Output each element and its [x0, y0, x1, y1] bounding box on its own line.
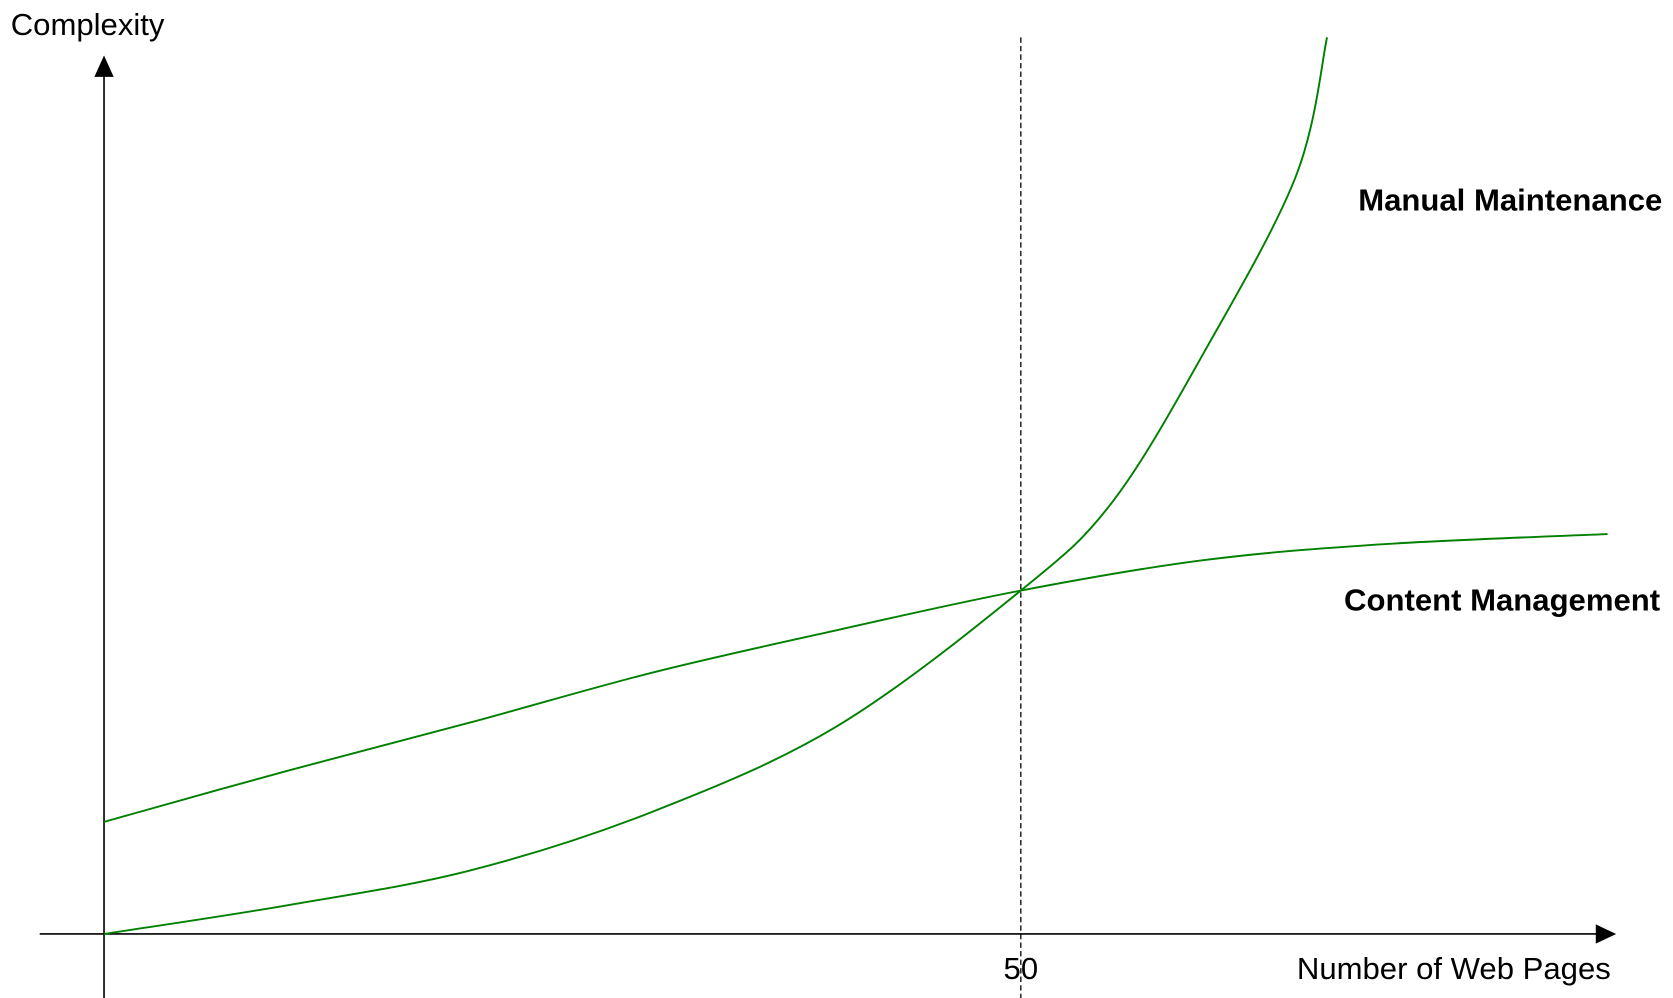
y-axis-label: Complexity	[11, 7, 165, 42]
series-line	[103, 37, 1328, 935]
series-label: Content Management	[1344, 583, 1660, 618]
x-axis-label: Number of Web Pages	[1297, 951, 1611, 986]
x-tick-label: 50	[1004, 951, 1039, 986]
series-label: Manual Maintenance	[1358, 182, 1662, 217]
y-axis-arrow	[94, 55, 114, 77]
series-line	[103, 533, 1608, 823]
x-axis-arrow	[1595, 924, 1617, 944]
